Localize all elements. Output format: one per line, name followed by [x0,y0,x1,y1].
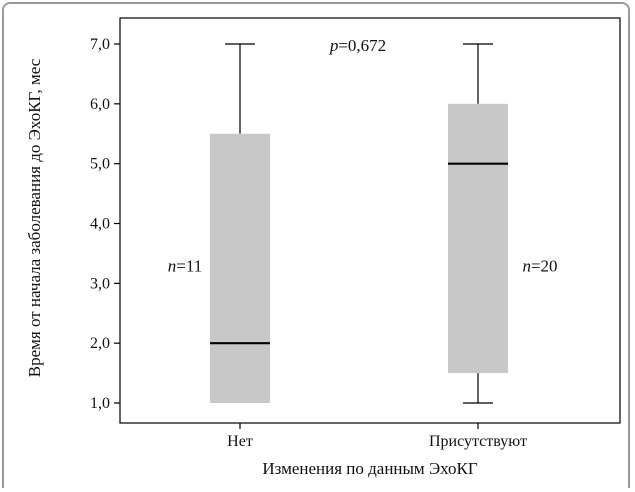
x-tick-label: Присутствуют [429,433,527,450]
x-tick-label: Нет [227,433,253,450]
iqr-box [448,103,508,374]
y-tick-label: 6,0 [90,96,110,113]
iqr-box [210,133,270,403]
x-axis: Нет Присутствуют [227,423,527,450]
y-tick-label: 1,0 [90,395,110,412]
sample-size-label: n=11 [168,256,202,275]
box-group: n=20 [448,43,558,404]
y-tick-label: 2,0 [90,335,110,352]
boxes: n=11 n=20 [168,43,558,404]
chart-frame [2,2,630,488]
y-axis: 1,0 2,0 3,0 4,0 5,0 6,0 7,0 [90,36,120,412]
box-group: n=11 [168,43,270,403]
y-tick-label: 4,0 [90,216,110,233]
x-axis-title: Изменения по данным ЭхоКГ [262,459,478,478]
y-axis-title: Время от начала заболевания до ЭхоКГ, ме… [25,58,44,377]
p-value-annotation: p=0,672 [329,36,386,55]
sample-size-label: n=20 [522,256,557,275]
y-tick-label: 7,0 [90,36,110,53]
plot-area [119,17,621,424]
y-tick-label: 5,0 [90,156,110,173]
y-tick-label: 3,0 [90,275,110,292]
